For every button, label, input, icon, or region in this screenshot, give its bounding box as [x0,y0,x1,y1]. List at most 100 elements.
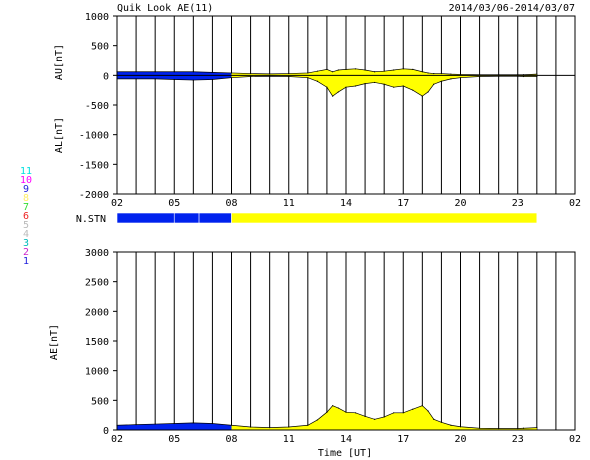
al-point [421,95,423,97]
ae-point [450,424,452,426]
au-point [393,69,395,71]
x-tick-label: 20 [454,198,466,209]
au-point [440,72,443,75]
y-tick-label: 0 [103,426,109,437]
ae-point [427,410,429,412]
al-point [316,80,318,82]
al-point [269,75,271,77]
date-range: 2014/03/06-2014/03/07 [449,3,575,14]
al-point [154,78,156,80]
al-point [478,75,481,78]
al-point [326,86,328,88]
x-tick-label: 02 [569,434,581,445]
ae-point [211,422,214,425]
ae-point [332,405,334,407]
al-point [402,85,404,87]
y-tick-label: 1500 [85,337,109,348]
al-point [433,83,435,85]
ae-point [269,427,271,429]
au-point [249,72,252,75]
station-legend-label: 1 [23,256,29,267]
ae-point [402,412,404,414]
al-point [517,75,519,77]
au-point [364,69,366,71]
ae-line [116,405,537,429]
al-point [522,75,525,78]
au-point [345,68,347,70]
au-point [288,72,290,75]
al-point [364,83,366,85]
au-point [326,68,328,70]
ae-point [249,426,252,428]
au-point [173,71,175,73]
al-axis-label: AL[nT] [54,117,65,153]
al-point [374,81,376,84]
au-point [332,71,334,73]
x-tick-label: 02 [111,198,123,209]
ae-point [522,427,525,429]
al-point [230,77,233,79]
ae-point [421,405,423,407]
ae-point [433,418,435,420]
al-area [231,75,537,97]
ae-point [173,422,175,425]
ae-point [230,424,233,426]
al-point [450,78,452,80]
y-tick-label: -2000 [79,190,109,201]
y-tick-label: 2000 [85,307,109,318]
x-axis-label: Time [UT] [318,448,372,459]
y-tick-label: -1500 [79,160,109,171]
al-point [211,78,214,81]
station-legend-label: 9 [23,184,29,195]
y-tick-label: 2500 [85,278,109,289]
al-point [412,89,414,91]
station-legend-label: 5 [23,220,29,231]
au-point [402,68,404,70]
ae-point [440,421,443,423]
x-tick-label: 20 [454,434,466,445]
station-count-bar [116,212,538,224]
ae-point [154,423,156,425]
station-legend-label: 7 [23,202,29,213]
au-point [374,71,376,73]
al-point [393,86,395,88]
au-point [192,71,194,73]
au-point [135,71,137,73]
x-tick-label: 11 [283,434,295,445]
station-legend-label: 10 [20,175,32,186]
ae-point [345,411,347,413]
al-point [288,75,290,78]
ae-point [498,427,500,430]
au-point [383,70,385,72]
al-point [307,77,309,79]
al-point [332,95,334,97]
x-tick-label: 23 [512,434,524,445]
al-point [135,78,137,80]
x-tick-label: 02 [111,434,123,445]
station-segment [231,212,538,224]
station-segment [173,212,200,224]
ae-point [307,424,309,426]
ae-point [478,427,481,429]
station-legend-label: 3 [23,238,29,249]
ae-point [288,426,290,428]
ae-point [364,415,366,417]
al-point [427,91,429,93]
ae-point [393,412,395,414]
al-point [354,85,357,87]
al-point [173,78,175,81]
x-tick-label: 05 [168,198,180,209]
ae-point [536,427,538,429]
ae-axis-label: AE[nT] [49,324,60,360]
station-legend-label: 8 [23,193,29,204]
x-tick-label: 02 [569,198,581,209]
x-tick-label: 17 [397,198,409,209]
au-point [354,68,357,70]
au-point [316,70,318,72]
al-point [440,80,443,82]
y-tick-label: 500 [91,42,109,53]
ae-point [354,412,357,414]
station-legend-label: 4 [23,229,29,240]
